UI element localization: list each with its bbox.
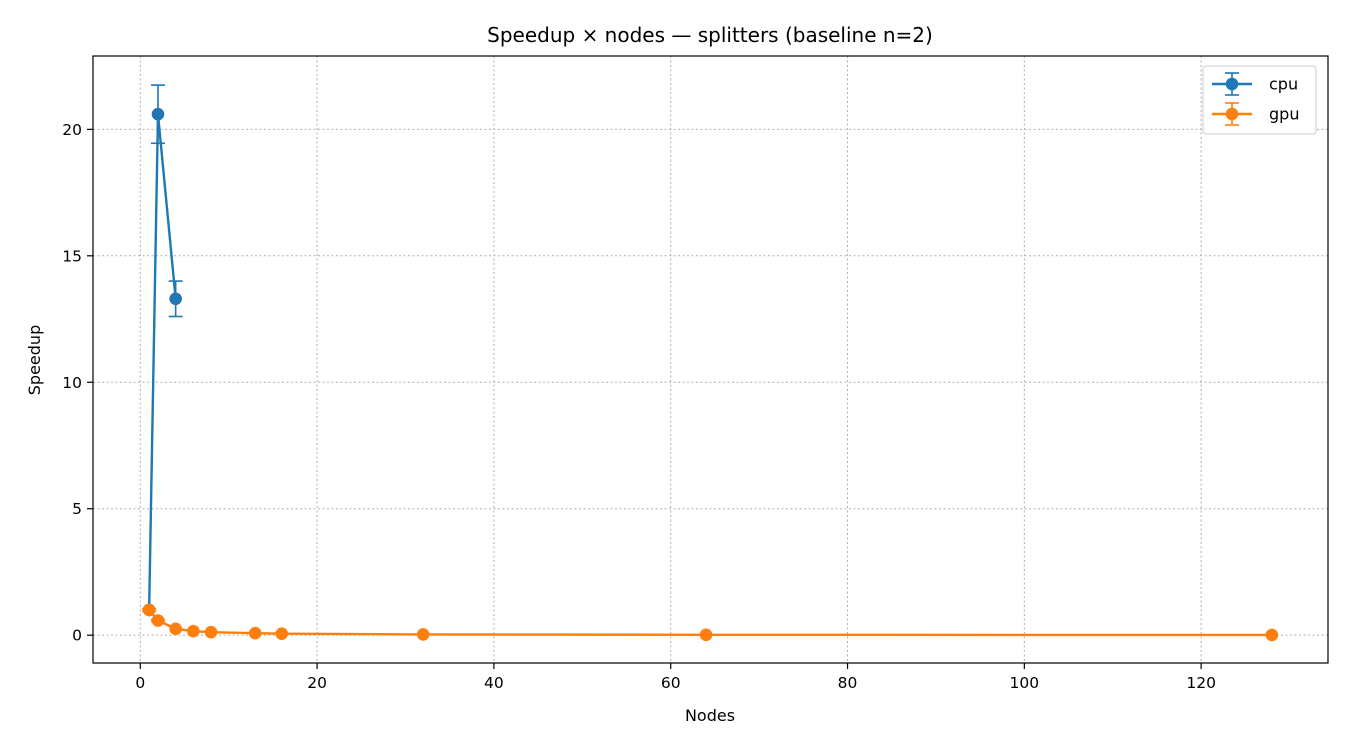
data-point [142, 603, 156, 617]
legend-label: gpu [1269, 105, 1299, 124]
legend-entry-gpu: gpu [1212, 102, 1299, 126]
chart-title: Speedup × nodes — splitters (baseline n=… [487, 23, 933, 47]
data-point [699, 628, 713, 642]
legend: cpu gpu [1202, 65, 1317, 135]
data-point [151, 614, 165, 627]
x-tick-label: 120 [1186, 674, 1216, 692]
y-tick-label: 5 [72, 500, 82, 518]
data-point [151, 107, 165, 121]
data-point [248, 626, 262, 640]
x-tick-label: 60 [661, 674, 681, 692]
data-point [416, 628, 430, 641]
y-axis-label: Speedup [25, 325, 44, 395]
series-line-cpu [147, 112, 177, 610]
y-tick-label: 0 [72, 627, 82, 645]
x-tick-label: 20 [307, 674, 327, 692]
series-gpu [142, 603, 1279, 642]
x-tick-label: 100 [1010, 674, 1040, 692]
series-line-gpu [148, 609, 1272, 637]
plot-frame [92, 55, 1329, 664]
x-tick-label: 40 [484, 674, 504, 692]
x-axis-label: Nodes [685, 706, 735, 725]
grid-lines [93, 56, 1328, 663]
data-point [1265, 628, 1279, 642]
legend-marker [1225, 107, 1239, 121]
data-point [204, 625, 218, 639]
series-cpu [142, 84, 183, 617]
x-tick-label: 0 [135, 674, 145, 692]
y-tick-label: 15 [62, 247, 82, 265]
series-layer [142, 84, 1279, 642]
legend-entry-cpu: cpu [1212, 72, 1298, 96]
axis-ticks: 0 20 40 60 80 100 120 0 5 10 15 20 [62, 121, 1216, 692]
data-point [169, 292, 182, 306]
data-point [187, 624, 200, 638]
legend-marker [1225, 77, 1239, 91]
y-tick-label: 10 [62, 374, 82, 392]
y-tick-label: 20 [62, 121, 82, 139]
legend-label: cpu [1269, 75, 1298, 94]
data-point [275, 627, 289, 640]
x-tick-label: 80 [838, 674, 858, 692]
data-point [169, 622, 182, 636]
legend-box [1202, 65, 1317, 135]
